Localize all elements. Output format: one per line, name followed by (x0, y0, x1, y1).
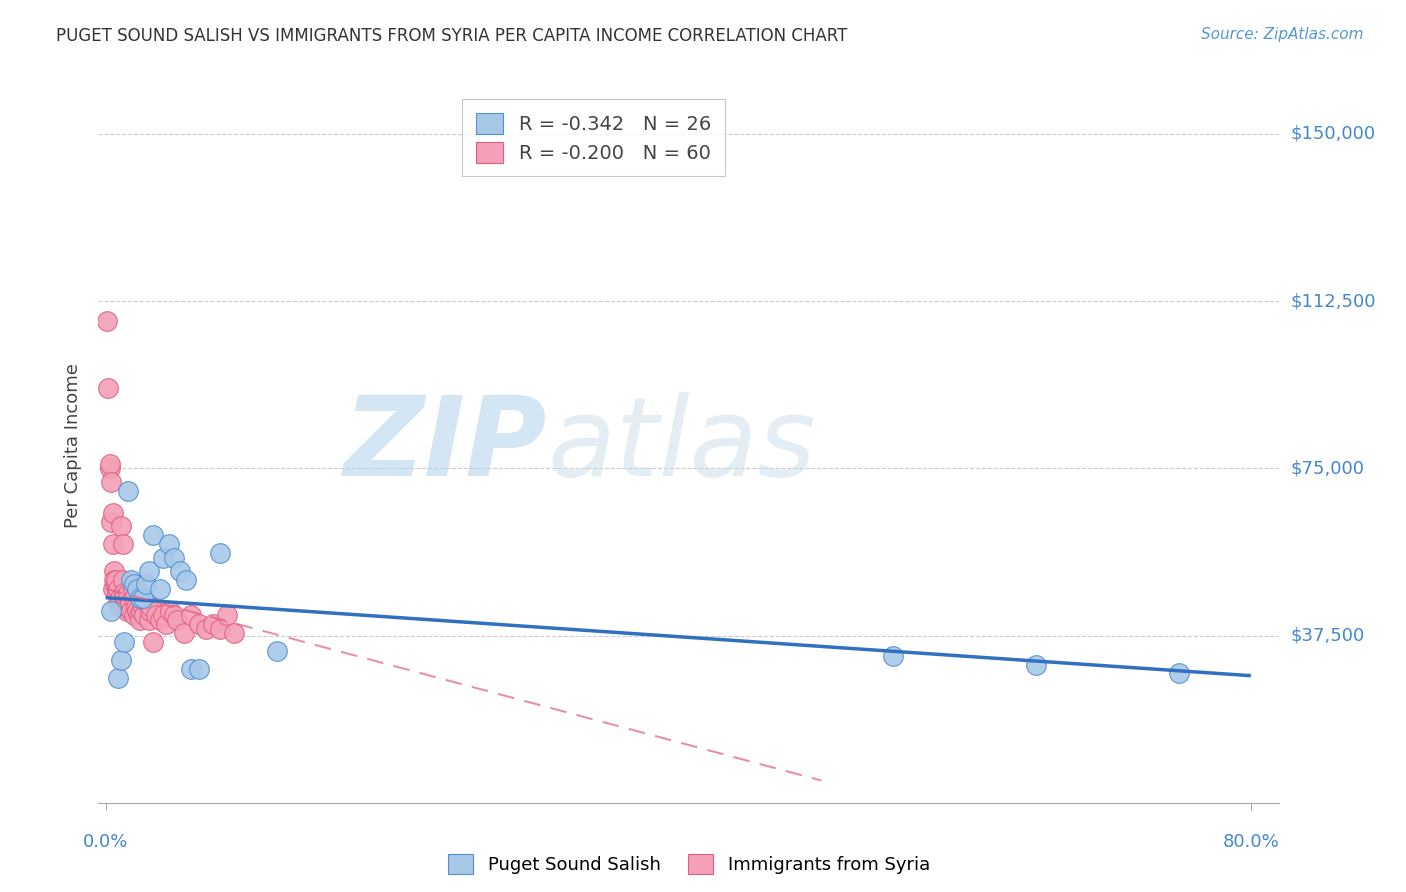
Point (117, 483, 139, 498)
Point (135, 577, 157, 591)
Point (117, 586, 139, 600)
Point (157, 537, 180, 551)
Text: ZIP: ZIP (343, 392, 547, 500)
Point (159, 604, 181, 618)
Point (107, 582, 129, 596)
Point (174, 573, 197, 587)
Point (149, 582, 172, 596)
Legend: Puget Sound Salish, Immigrants from Syria: Puget Sound Salish, Immigrants from Syri… (436, 841, 942, 887)
Point (105, 586, 128, 600)
Point (142, 528, 165, 542)
Point (120, 604, 142, 618)
Point (145, 608, 167, 623)
Point (266, 644, 288, 658)
Point (100, 475, 122, 489)
Point (98, 461, 121, 475)
Point (149, 613, 172, 627)
Point (169, 564, 191, 578)
Point (104, 577, 127, 591)
Point (115, 599, 138, 614)
Point (173, 626, 195, 640)
Point (134, 608, 156, 623)
Point (187, 617, 209, 632)
Point (122, 591, 145, 605)
Point (1025, 657, 1047, 672)
Text: $37,500: $37,500 (1291, 626, 1365, 645)
Point (110, 519, 132, 533)
Point (103, 573, 125, 587)
Point (112, 586, 135, 600)
Point (121, 582, 143, 596)
Text: atlas: atlas (547, 392, 815, 500)
Point (132, 599, 155, 614)
Point (194, 622, 217, 636)
Point (155, 617, 177, 632)
Point (135, 595, 157, 609)
Point (209, 622, 232, 636)
Point (122, 577, 145, 591)
Text: $75,000: $75,000 (1291, 459, 1365, 477)
Point (96, 314, 118, 328)
Point (152, 608, 174, 623)
Point (100, 515, 122, 529)
Point (112, 591, 135, 605)
Point (142, 635, 165, 649)
Point (101, 537, 124, 551)
Point (201, 617, 224, 632)
Point (132, 591, 155, 605)
Point (138, 564, 160, 578)
Point (111, 537, 134, 551)
Text: 0.0%: 0.0% (83, 833, 128, 851)
Point (103, 564, 125, 578)
Point (224, 626, 246, 640)
Point (107, 595, 129, 609)
Y-axis label: Per Capita Income: Per Capita Income (65, 364, 83, 528)
Point (101, 582, 124, 596)
Point (125, 582, 148, 596)
Text: $112,500: $112,500 (1291, 292, 1376, 310)
Point (105, 586, 128, 600)
Point (118, 595, 141, 609)
Point (115, 604, 138, 618)
Point (180, 662, 202, 676)
Text: PUGET SOUND SALISH VS IMMIGRANTS FROM SYRIA PER CAPITA INCOME CORRELATION CHART: PUGET SOUND SALISH VS IMMIGRANTS FROM SY… (56, 27, 848, 45)
Point (166, 613, 188, 627)
Point (217, 608, 239, 623)
Point (122, 608, 145, 623)
Point (152, 550, 174, 565)
Point (129, 613, 152, 627)
Point (101, 506, 124, 520)
Point (163, 550, 186, 565)
Point (124, 599, 146, 614)
Point (107, 671, 129, 685)
Point (108, 599, 131, 614)
Point (110, 653, 132, 667)
Point (163, 608, 186, 623)
Point (128, 608, 150, 623)
Point (104, 573, 127, 587)
Point (139, 604, 162, 618)
Point (97, 381, 120, 395)
Point (131, 604, 153, 618)
Text: $150,000: $150,000 (1291, 125, 1375, 143)
Point (129, 591, 152, 605)
Point (209, 546, 232, 560)
Text: 80.0%: 80.0% (1222, 833, 1279, 851)
Point (98, 457, 121, 471)
Point (882, 648, 904, 663)
Point (112, 635, 135, 649)
Point (141, 599, 163, 614)
Point (1168, 666, 1191, 681)
Point (187, 662, 209, 676)
Point (180, 608, 202, 623)
Point (138, 613, 160, 627)
Point (125, 604, 148, 618)
Point (108, 591, 131, 605)
Point (114, 595, 136, 609)
Point (120, 573, 142, 587)
Text: Source: ZipAtlas.com: Source: ZipAtlas.com (1201, 27, 1364, 42)
Point (100, 604, 122, 618)
Point (111, 573, 134, 587)
